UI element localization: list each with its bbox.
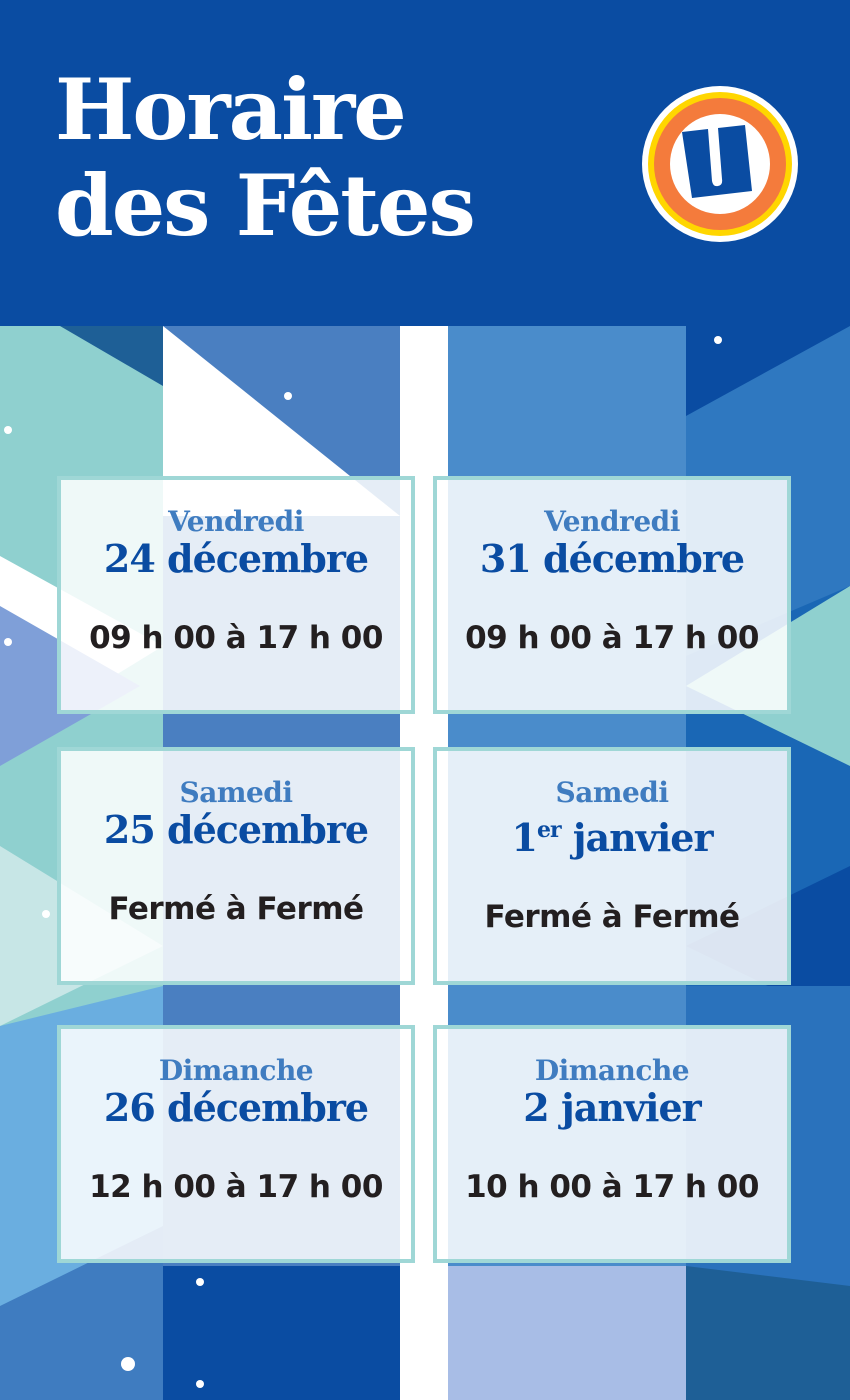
title-line-1: Horaire bbox=[55, 60, 407, 159]
date-number: 2 bbox=[523, 1085, 549, 1130]
day-label: Dimanche bbox=[158, 1054, 314, 1087]
page-title: Horaire des Fêtes bbox=[55, 60, 476, 255]
title-line-2: des Fêtes bbox=[55, 156, 476, 255]
date-label: 31 décembre bbox=[437, 538, 787, 580]
date-number: 1 bbox=[511, 815, 538, 860]
date-number: 26 bbox=[103, 1085, 156, 1130]
hours-label: 12 h 00 à 17 h 00 bbox=[89, 1169, 383, 1205]
date-number: 25 bbox=[103, 807, 156, 852]
date-number: 24 bbox=[103, 536, 156, 581]
date-label: 25 décembre bbox=[61, 809, 411, 851]
day-label: Dimanche bbox=[534, 1054, 690, 1087]
date-number: 31 bbox=[479, 536, 532, 581]
date-month: janvier bbox=[548, 1085, 702, 1130]
date-month: décembre bbox=[154, 807, 369, 852]
schedule-card: Vendredi 24 décembre 09 h 00 à 17 h 00 bbox=[57, 476, 415, 714]
date-month: décembre bbox=[154, 1085, 369, 1130]
date-superscript: er bbox=[536, 817, 562, 843]
date-month: décembre bbox=[154, 536, 369, 581]
date-label: 2 janvier bbox=[437, 1087, 787, 1129]
schedule-card: Dimanche 2 janvier 10 h 00 à 17 h 00 bbox=[433, 1025, 791, 1263]
day-label: Samedi bbox=[179, 776, 293, 809]
hours-label: 09 h 00 à 17 h 00 bbox=[465, 620, 759, 656]
date-month: janvier bbox=[560, 815, 714, 860]
day-label: Vendredi bbox=[544, 505, 680, 538]
u-logo bbox=[642, 86, 798, 242]
date-label: 24 décembre bbox=[61, 538, 411, 580]
hours-label: Fermé à Fermé bbox=[108, 891, 364, 927]
date-label: 26 décembre bbox=[61, 1087, 411, 1129]
hours-label: 10 h 00 à 17 h 00 bbox=[465, 1169, 759, 1205]
day-label: Vendredi bbox=[168, 505, 304, 538]
date-label: 1er janvier bbox=[437, 809, 787, 859]
hours-label: Fermé à Fermé bbox=[484, 899, 740, 935]
date-month: décembre bbox=[530, 536, 745, 581]
schedule-card: Samedi 1er janvier Fermé à Fermé bbox=[433, 747, 791, 985]
day-label: Samedi bbox=[555, 776, 669, 809]
hours-label: 09 h 00 à 17 h 00 bbox=[89, 620, 383, 656]
schedule-card: Vendredi 31 décembre 09 h 00 à 17 h 00 bbox=[433, 476, 791, 714]
schedule-card: Dimanche 26 décembre 12 h 00 à 17 h 00 bbox=[57, 1025, 415, 1263]
schedule-card: Samedi 25 décembre Fermé à Fermé bbox=[57, 747, 415, 985]
header: Horaire des Fêtes bbox=[0, 0, 850, 326]
